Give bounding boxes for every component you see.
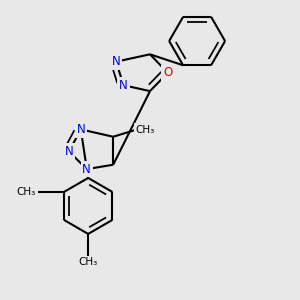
Text: O: O — [163, 66, 172, 80]
Text: CH₃: CH₃ — [135, 125, 154, 135]
Text: N: N — [112, 55, 121, 68]
Text: CH₃: CH₃ — [17, 187, 36, 197]
Text: CH₃: CH₃ — [79, 257, 98, 268]
Text: N: N — [76, 123, 85, 136]
Text: N: N — [82, 163, 91, 176]
Text: N: N — [119, 79, 128, 92]
Text: N: N — [65, 145, 74, 158]
